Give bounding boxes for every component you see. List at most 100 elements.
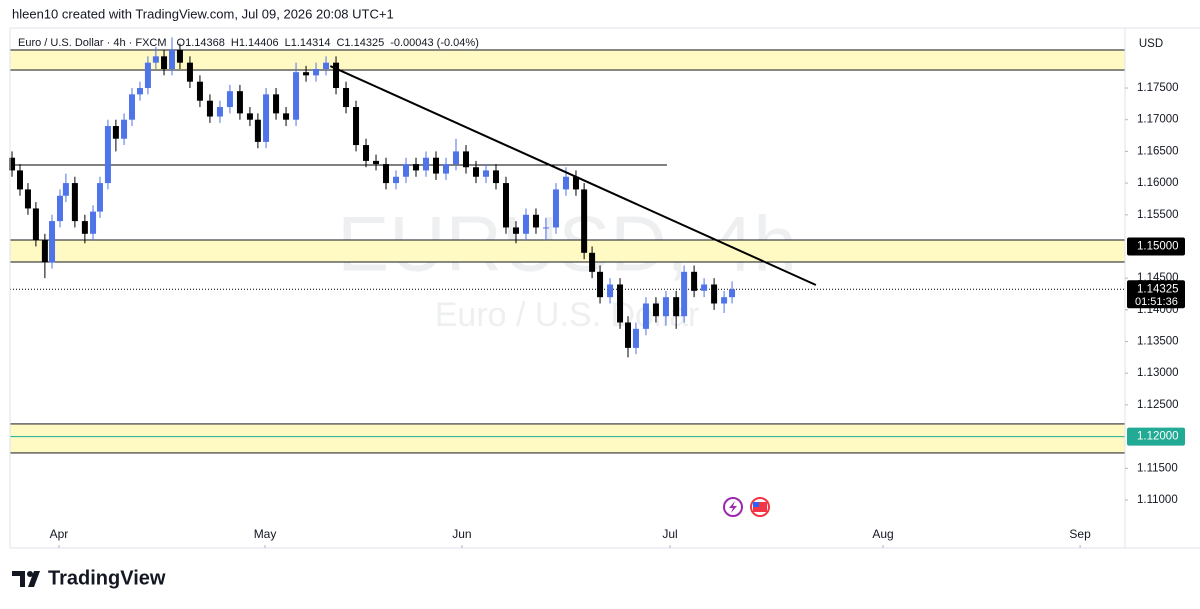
candle-body (353, 107, 360, 146)
candle-body (343, 88, 350, 108)
candle-body (729, 289, 736, 298)
zone (9, 239, 1126, 263)
candle-body (56, 195, 63, 222)
candle-body (711, 284, 718, 304)
candle-body (81, 221, 88, 234)
candle-body (323, 62, 330, 70)
candle-body (581, 189, 588, 253)
price-label: 1.15000 (1137, 240, 1179, 252)
x-tick-label: May (254, 527, 277, 541)
candle-body (236, 91, 243, 114)
countdown: 01:51:36 (1135, 296, 1178, 308)
open: O1.14368 (177, 37, 225, 49)
candle-body (642, 303, 649, 329)
watermark-description: Euro / U.S. Dollar (435, 296, 700, 334)
close: C1.14325 (336, 37, 384, 49)
candle-body (263, 94, 270, 142)
x-tick-label: Sep (1069, 527, 1091, 541)
candle-body (90, 211, 97, 234)
y-tick-label: 1.13500 (1137, 336, 1179, 348)
y-tick-label: 1.16500 (1137, 145, 1179, 157)
candle-body (176, 49, 183, 63)
candle-body (333, 62, 340, 89)
y-tick-label: 1.11000 (1137, 494, 1178, 506)
candle-body (49, 221, 56, 263)
candle-body (9, 157, 16, 171)
candle-body (413, 164, 420, 171)
symbol: Euro / U.S. Dollar · 4h · FXCM (18, 37, 167, 49)
candle-body (542, 227, 549, 229)
candle-body (701, 284, 708, 291)
candle-body (216, 107, 223, 117)
event-icons (723, 497, 770, 517)
candle-body (482, 170, 489, 177)
candle-body (246, 113, 253, 120)
candle-body (254, 119, 261, 142)
x-tick-label: Aug (872, 527, 893, 541)
trendline (329, 65, 817, 286)
y-tick-label: 1.12500 (1137, 399, 1179, 411)
last-price-box (1127, 280, 1185, 309)
brand-logo: TradingView (12, 567, 166, 589)
y-tick-label: 1.17000 (1137, 114, 1179, 126)
candle-body (443, 164, 450, 174)
candle-body (112, 126, 119, 139)
candle-body (453, 151, 459, 165)
flag-icon-canton (753, 502, 759, 507)
candle-body (136, 88, 143, 95)
candle-body (303, 72, 310, 76)
candle-body (71, 183, 78, 222)
candle-body (24, 189, 31, 209)
candle-body (492, 170, 499, 184)
y-tick-label: 1.15500 (1137, 209, 1179, 221)
candle-body (652, 303, 659, 317)
y-tick-label: 1.17500 (1137, 82, 1179, 94)
candle-body (472, 167, 479, 177)
candle-body (168, 49, 175, 70)
candle-body (624, 322, 631, 348)
candle-body (32, 208, 39, 241)
last-price-label: 1.14325 (1137, 283, 1179, 295)
candle-body (502, 183, 509, 228)
candle-body (662, 297, 669, 317)
high: H1.14406 (231, 37, 279, 49)
candle-body (186, 62, 193, 82)
flag-icon (753, 502, 767, 512)
candle-body (462, 151, 469, 168)
brand-name: TradingView (48, 567, 166, 589)
candle-body (144, 62, 151, 89)
candle-body (532, 214, 539, 228)
candle-body (681, 271, 688, 317)
candle-body (403, 164, 410, 177)
candle-body (121, 119, 128, 139)
candle-body (383, 164, 390, 184)
candle-body (313, 69, 320, 76)
candle-body (433, 157, 440, 174)
plot-area: EURUSD, 4h Euro / U.S. Dollar (9, 37, 1126, 454)
x-tick-label: Jun (452, 527, 471, 541)
brand-dot (27, 571, 33, 577)
candle-body (206, 100, 213, 117)
candle-body (607, 284, 614, 298)
candle-body (522, 214, 529, 234)
candle-body (129, 94, 136, 120)
candle-body (373, 160, 380, 165)
candle-body (273, 94, 280, 114)
candle-body (572, 176, 579, 190)
candle-body (96, 183, 103, 212)
candle-body (293, 72, 300, 120)
candle-body (16, 170, 23, 190)
candle-body (617, 284, 624, 323)
brand-mark (12, 571, 40, 587)
candle-body (552, 189, 559, 228)
x-tick-label: Jul (662, 527, 677, 541)
candle-body (691, 271, 698, 291)
legend: Euro / U.S. Dollar · 4h · FXCM O1.14368 H1… (18, 37, 479, 49)
candle-body (632, 328, 639, 348)
event-icon-bolt (729, 501, 737, 513)
price-label-box (1127, 237, 1185, 256)
candle-body (562, 176, 569, 190)
price-label: 1.12000 (1137, 431, 1179, 443)
change: -0.00043 (-0.04%) (390, 37, 479, 49)
